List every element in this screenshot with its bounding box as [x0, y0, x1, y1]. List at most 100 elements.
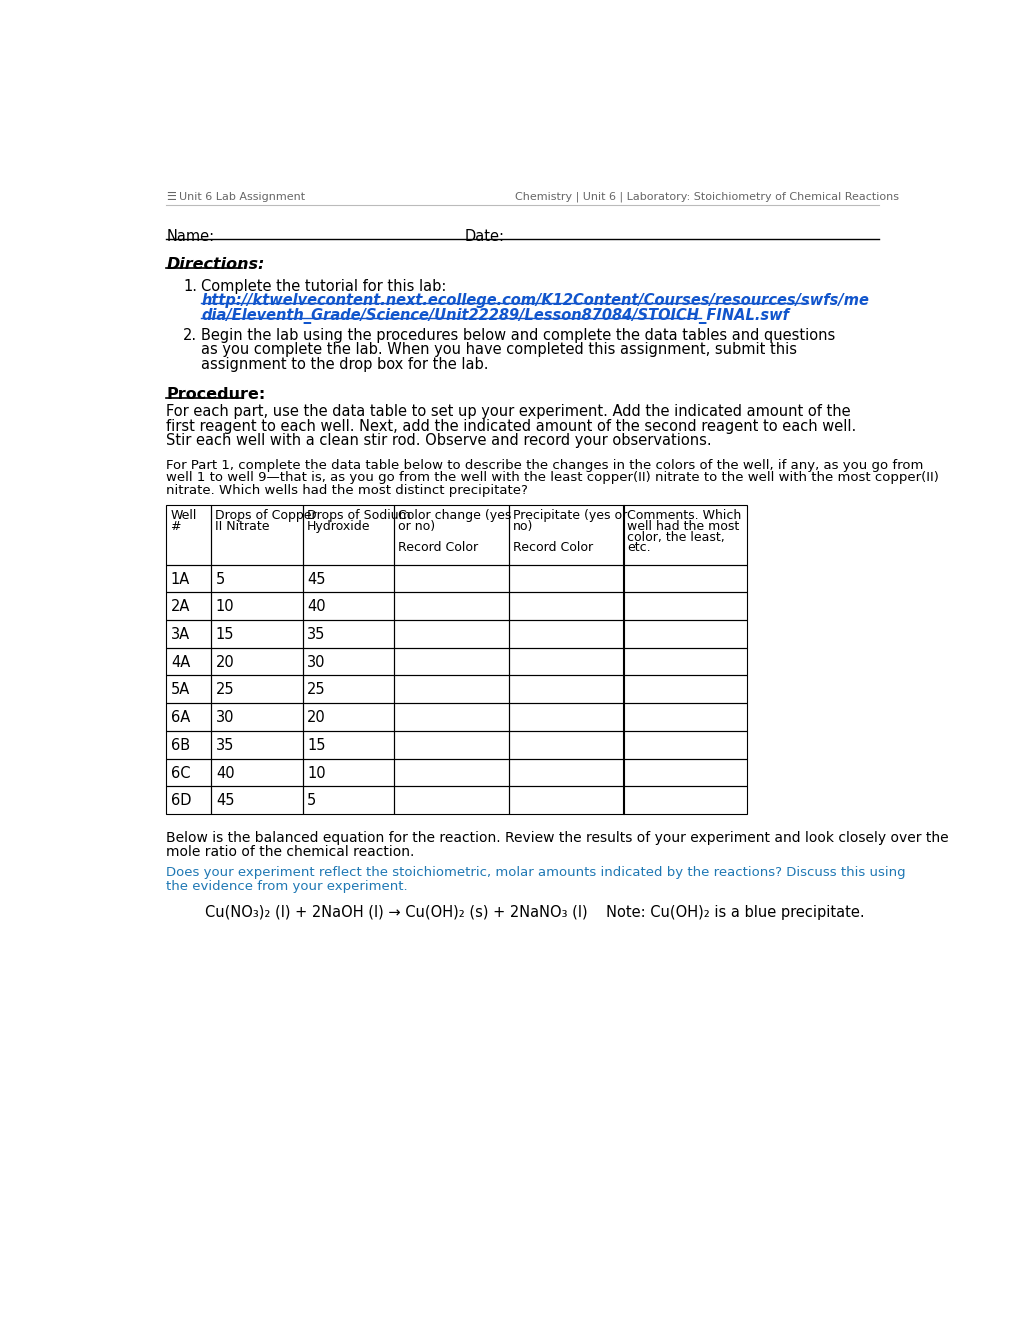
Text: For Part 1, complete the data table below to describe the changes in the colors : For Part 1, complete the data table belo…	[166, 459, 923, 471]
Text: 10: 10	[216, 599, 234, 614]
Text: Precipitate (yes or: Precipitate (yes or	[513, 510, 627, 523]
Text: Drops of Copper: Drops of Copper	[215, 510, 316, 523]
Text: Date:: Date:	[465, 230, 504, 244]
Text: Hydroxide: Hydroxide	[307, 520, 370, 533]
Bar	[393, 759, 508, 787]
Bar	[508, 704, 623, 731]
Bar	[303, 731, 393, 759]
Bar	[211, 620, 303, 648]
Bar	[166, 565, 211, 593]
Text: Unit 6 Lab Assignment: Unit 6 Lab Assignment	[178, 191, 305, 202]
Text: color, the least,: color, the least,	[627, 531, 725, 544]
Text: 40: 40	[216, 766, 234, 780]
Text: 5: 5	[307, 793, 316, 808]
Bar	[166, 759, 211, 787]
Text: 2.: 2.	[183, 327, 198, 343]
Bar	[393, 787, 508, 814]
Text: Record Color: Record Color	[513, 541, 592, 554]
Bar	[211, 759, 303, 787]
Text: as you complete the lab. When you have completed this assignment, submit this: as you complete the lab. When you have c…	[201, 342, 796, 358]
Bar	[508, 731, 623, 759]
Text: 2A: 2A	[171, 599, 191, 614]
Text: Complete the tutorial for this lab:: Complete the tutorial for this lab:	[201, 279, 446, 293]
Text: Cu(NO₃)₂ (l) + 2NaOH (l) → Cu(OH)₂ (s) + 2NaNO₃ (l)    Note: Cu(OH)₂ is a blue p: Cu(NO₃)₂ (l) + 2NaOH (l) → Cu(OH)₂ (s) +…	[205, 906, 864, 920]
Bar	[393, 620, 508, 648]
Text: 15: 15	[307, 738, 325, 752]
Text: 5A: 5A	[171, 682, 190, 697]
Text: dia/Eleventh_Grade/Science/Unit22289/Lesson87084/STOICH_FINAL.swf: dia/Eleventh_Grade/Science/Unit22289/Les…	[201, 308, 789, 323]
Bar	[166, 676, 211, 704]
Bar	[393, 731, 508, 759]
Bar	[508, 759, 623, 787]
Bar	[303, 704, 393, 731]
Text: #: #	[170, 520, 180, 533]
Bar	[508, 787, 623, 814]
Text: mole ratio of the chemical reaction.: mole ratio of the chemical reaction.	[166, 845, 414, 859]
Text: 1.: 1.	[183, 279, 197, 293]
Text: etc.: etc.	[627, 541, 650, 554]
Bar	[623, 731, 747, 759]
Text: http://ktwelvecontent.next.ecollege.com/K12Content/Courses/resources/swfs/me: http://ktwelvecontent.next.ecollege.com/…	[201, 293, 868, 308]
Text: Begin the lab using the procedures below and complete the data tables and questi: Begin the lab using the procedures below…	[201, 327, 835, 343]
Text: well 1 to well 9—that is, as you go from the well with the least copper(II) nitr: well 1 to well 9—that is, as you go from…	[166, 471, 938, 484]
Text: Record Color: Record Color	[397, 541, 478, 554]
Bar	[623, 787, 747, 814]
Bar	[393, 593, 508, 620]
Bar	[623, 565, 747, 593]
Text: assignment to the drop box for the lab.: assignment to the drop box for the lab.	[201, 358, 488, 372]
Bar	[303, 676, 393, 704]
Bar	[166, 787, 211, 814]
Bar	[303, 504, 393, 565]
Text: Well: Well	[170, 510, 197, 523]
Bar	[166, 504, 211, 565]
Text: Chemistry | Unit 6 | Laboratory: Stoichiometry of Chemical Reactions: Chemistry | Unit 6 | Laboratory: Stoichi…	[515, 191, 898, 202]
Bar	[211, 704, 303, 731]
Bar	[303, 759, 393, 787]
Text: Drops of Sodium: Drops of Sodium	[307, 510, 410, 523]
Text: 45: 45	[307, 572, 325, 586]
Bar	[211, 731, 303, 759]
Bar	[211, 787, 303, 814]
Bar	[211, 648, 303, 676]
Text: 6B: 6B	[171, 738, 190, 752]
Bar	[508, 648, 623, 676]
Bar	[508, 620, 623, 648]
Text: Procedure:: Procedure:	[166, 387, 265, 403]
Text: well had the most: well had the most	[627, 520, 739, 533]
Text: 30: 30	[216, 710, 234, 725]
Text: For each part, use the data table to set up your experiment. Add the indicated a: For each part, use the data table to set…	[166, 404, 850, 418]
Text: 6C: 6C	[171, 766, 191, 780]
Text: Color change (yes: Color change (yes	[397, 510, 511, 523]
Bar	[211, 504, 303, 565]
Text: the evidence from your experiment.: the evidence from your experiment.	[166, 879, 408, 892]
Bar	[166, 648, 211, 676]
Bar	[508, 565, 623, 593]
Bar	[508, 504, 623, 565]
Text: Comments. Which: Comments. Which	[627, 510, 741, 523]
Text: II Nitrate: II Nitrate	[215, 520, 269, 533]
Text: first reagent to each well. Next, add the indicated amount of the second reagent: first reagent to each well. Next, add th…	[166, 418, 856, 434]
Text: 6A: 6A	[171, 710, 190, 725]
Text: Below is the balanced equation for the reaction. Review the results of your expe: Below is the balanced equation for the r…	[166, 832, 948, 845]
Text: 45: 45	[216, 793, 234, 808]
Text: 1A: 1A	[171, 572, 190, 586]
Bar	[623, 676, 747, 704]
Text: Directions:: Directions:	[166, 257, 264, 272]
Text: 5: 5	[216, 572, 225, 586]
Bar	[623, 704, 747, 731]
Bar	[303, 565, 393, 593]
Text: Name:: Name:	[166, 230, 214, 244]
Bar	[393, 648, 508, 676]
Bar	[508, 593, 623, 620]
Text: 3A: 3A	[171, 627, 190, 642]
Bar	[166, 620, 211, 648]
Bar	[166, 704, 211, 731]
Bar	[166, 593, 211, 620]
Bar	[303, 787, 393, 814]
Text: 20: 20	[307, 710, 326, 725]
Text: nitrate. Which wells had the most distinct precipitate?: nitrate. Which wells had the most distin…	[166, 484, 528, 498]
Text: 25: 25	[307, 682, 326, 697]
Text: 25: 25	[216, 682, 234, 697]
Bar	[393, 565, 508, 593]
Bar	[303, 620, 393, 648]
